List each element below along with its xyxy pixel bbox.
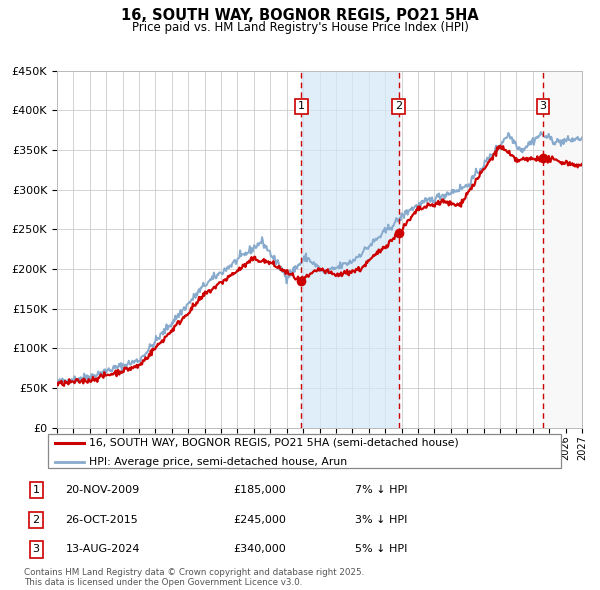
Text: 1: 1	[32, 485, 40, 495]
Text: 3% ↓ HPI: 3% ↓ HPI	[355, 514, 407, 525]
Text: 2: 2	[395, 101, 402, 112]
Text: 2: 2	[32, 514, 40, 525]
Text: 3: 3	[32, 545, 40, 555]
Text: Price paid vs. HM Land Registry's House Price Index (HPI): Price paid vs. HM Land Registry's House …	[131, 21, 469, 34]
Text: 5% ↓ HPI: 5% ↓ HPI	[355, 545, 407, 555]
Text: 13-AUG-2024: 13-AUG-2024	[65, 545, 140, 555]
Text: £340,000: £340,000	[234, 545, 287, 555]
Text: Contains HM Land Registry data © Crown copyright and database right 2025.
This d: Contains HM Land Registry data © Crown c…	[24, 568, 364, 587]
Text: 1: 1	[298, 101, 305, 112]
Bar	[543, 71, 590, 428]
Text: HPI: Average price, semi-detached house, Arun: HPI: Average price, semi-detached house,…	[89, 457, 347, 467]
Text: £245,000: £245,000	[234, 514, 287, 525]
Bar	[301, 71, 398, 428]
Text: 20-NOV-2009: 20-NOV-2009	[65, 485, 140, 495]
Text: 16, SOUTH WAY, BOGNOR REGIS, PO21 5HA (semi-detached house): 16, SOUTH WAY, BOGNOR REGIS, PO21 5HA (s…	[89, 438, 459, 448]
Text: 26-OCT-2015: 26-OCT-2015	[65, 514, 138, 525]
Text: 16, SOUTH WAY, BOGNOR REGIS, PO21 5HA: 16, SOUTH WAY, BOGNOR REGIS, PO21 5HA	[121, 8, 479, 23]
Text: 7% ↓ HPI: 7% ↓ HPI	[355, 485, 408, 495]
Text: £185,000: £185,000	[234, 485, 287, 495]
Text: 3: 3	[539, 101, 547, 112]
Bar	[543, 71, 590, 428]
FancyBboxPatch shape	[47, 434, 562, 468]
